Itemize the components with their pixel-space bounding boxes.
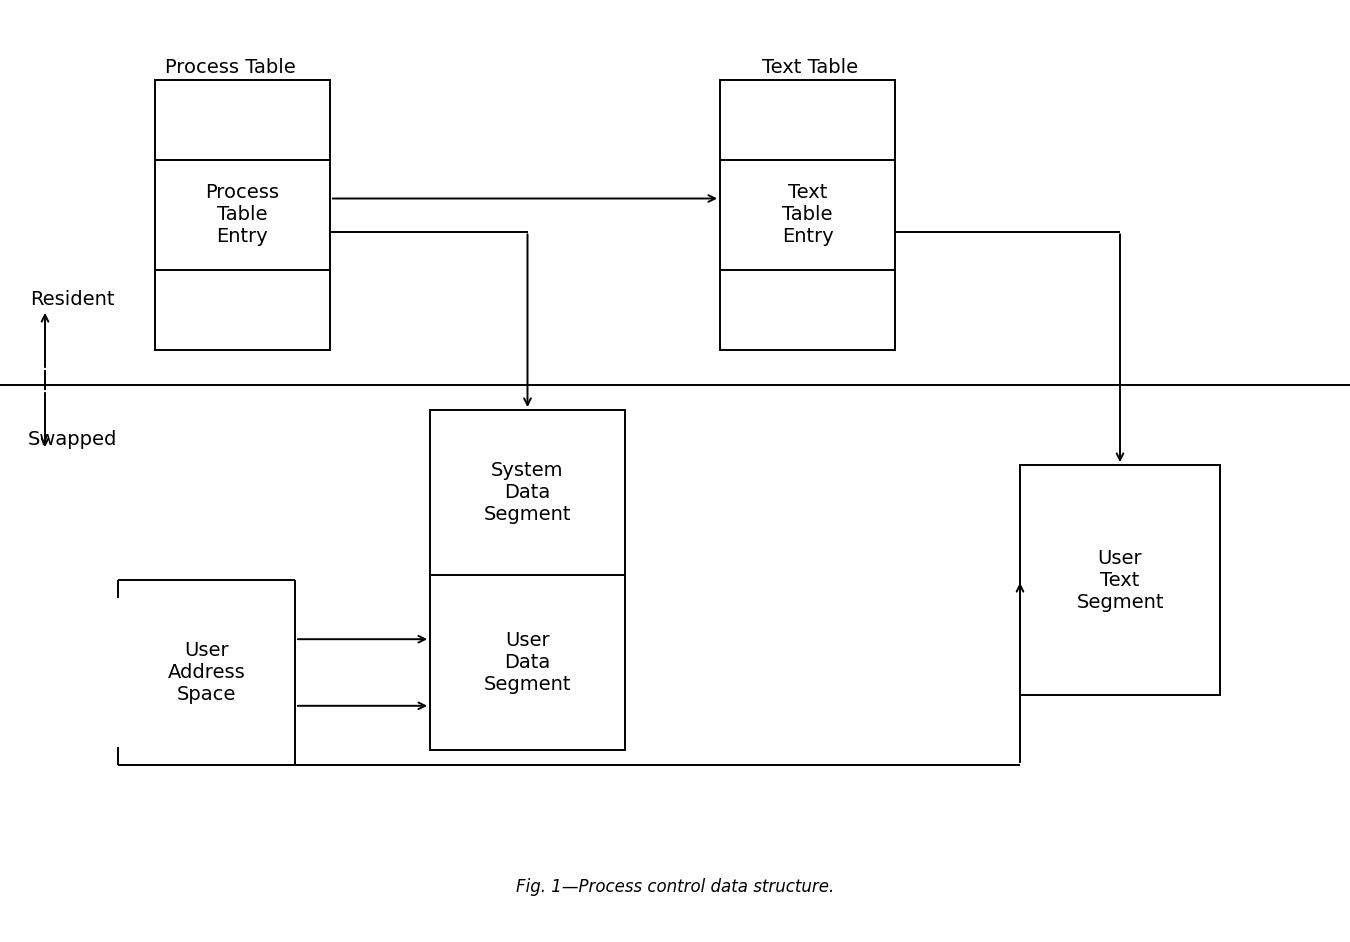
Text: User
Data
Segment: User Data Segment: [483, 631, 571, 694]
Text: User
Text
Segment: User Text Segment: [1076, 548, 1164, 611]
Bar: [1021, 465, 1220, 695]
Text: Text Table: Text Table: [761, 58, 859, 77]
Text: User
Address
Space: User Address Space: [167, 641, 246, 704]
Text: Fig. 1—Process control data structure.: Fig. 1—Process control data structure.: [516, 878, 834, 896]
Text: Text
Table
Entry: Text Table Entry: [782, 184, 833, 247]
Bar: [155, 80, 329, 350]
Bar: [720, 80, 895, 350]
Text: Resident: Resident: [30, 290, 115, 309]
Text: Process Table: Process Table: [165, 58, 296, 77]
Text: Process
Table
Entry: Process Table Entry: [205, 184, 279, 247]
Text: Swapped: Swapped: [27, 430, 116, 449]
Text: System
Data
Segment: System Data Segment: [483, 461, 571, 524]
Bar: [431, 410, 625, 750]
